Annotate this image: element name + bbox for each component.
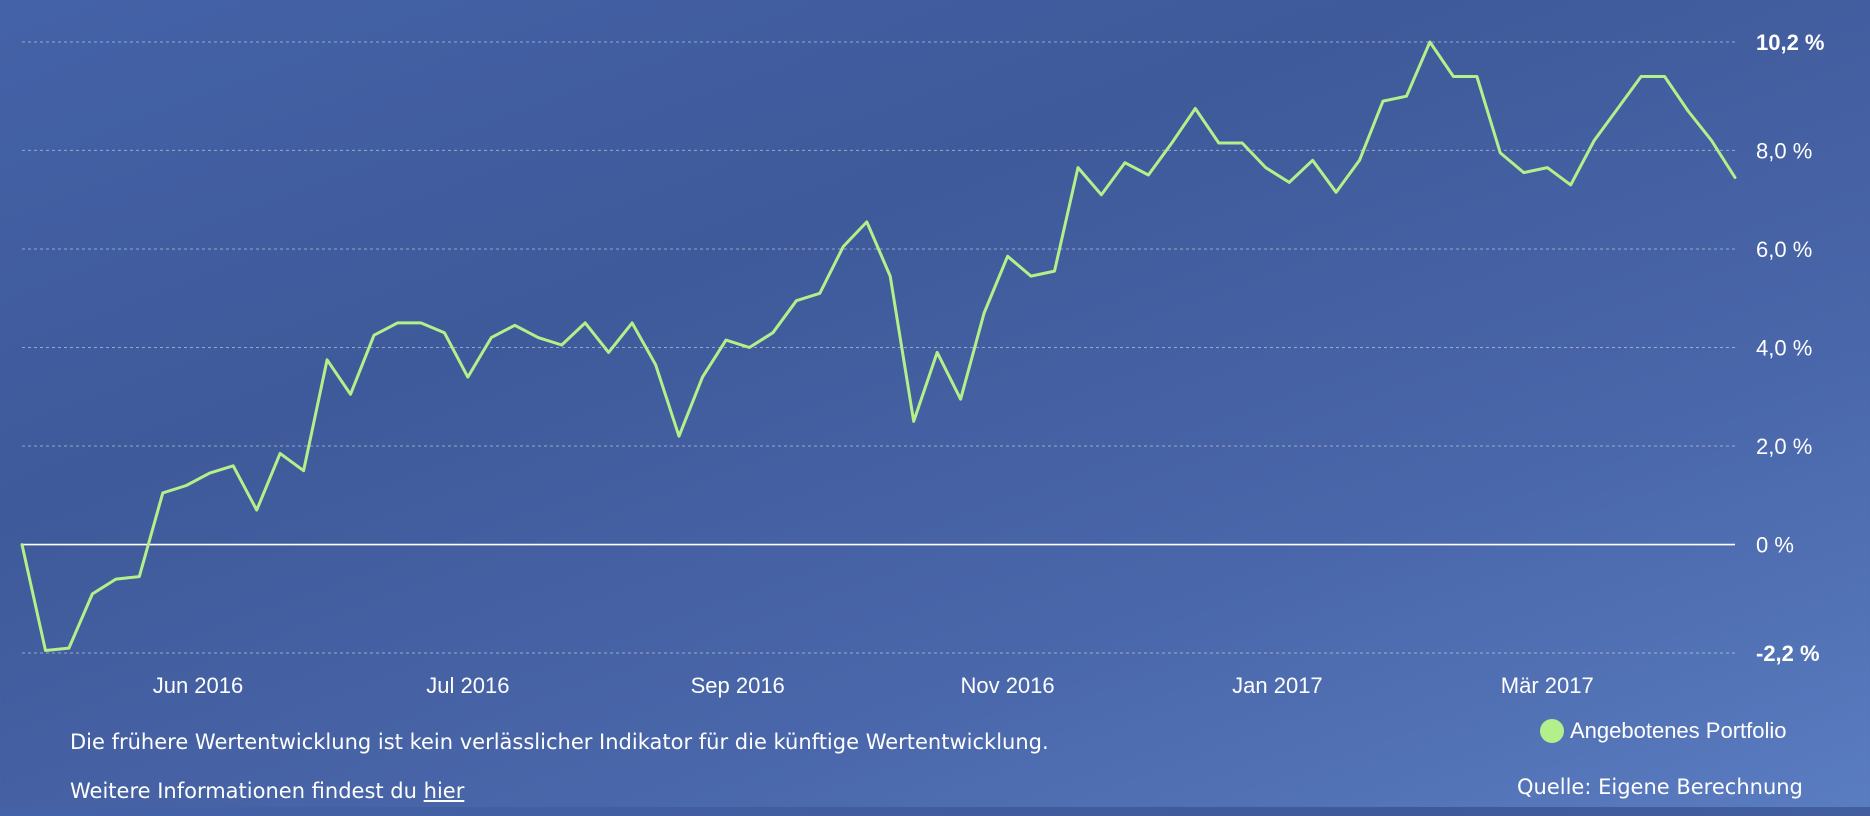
legend[interactable]: Angebotenes Portfolio — [1540, 718, 1787, 744]
disclaimer-text: Die frühere Wertentwicklung ist kein ver… — [70, 730, 1049, 803]
x-axis-ticks: Jun 2016 Jul 2016 Sep 2016 Nov 2016 Jan 2017… — [153, 673, 1594, 698]
x-tick-label: Jan 2017 — [1232, 673, 1323, 698]
legend-marker-icon — [1540, 719, 1564, 743]
y-tick-label: 8,0 % — [1756, 138, 1812, 163]
y-tick-label: -2,2 % — [1756, 641, 1820, 666]
legend-label: Angebotenes Portfolio — [1570, 718, 1787, 743]
x-tick-label: Sep 2016 — [691, 673, 785, 698]
y-axis-ticks: 10,2 % 8,0 % 6,0 % 4,0 % 2,0 % 0 % -2,2 % — [1756, 30, 1825, 666]
y-tick-label: 10,2 % — [1756, 30, 1825, 55]
source-note: Quelle: Eigene Berechnung — [1517, 775, 1803, 799]
y-tick-label: 4,0 % — [1756, 336, 1812, 361]
grid-lines — [22, 41, 1735, 654]
y-tick-label: 6,0 % — [1756, 237, 1812, 262]
disclaimer: Die frühere Wertentwicklung ist kein ver… — [70, 718, 1110, 816]
y-tick-label: 0 % — [1756, 533, 1794, 558]
x-tick-label: Nov 2016 — [960, 673, 1054, 698]
x-tick-label: Jun 2016 — [153, 673, 244, 698]
x-tick-label: Mär 2017 — [1501, 673, 1594, 698]
series-line-angebotenes-portfolio — [20, 40, 1737, 652]
x-tick-label: Jul 2016 — [426, 673, 509, 698]
y-tick-label: 2,0 % — [1756, 434, 1812, 459]
more-info-link[interactable]: hier — [423, 779, 465, 803]
